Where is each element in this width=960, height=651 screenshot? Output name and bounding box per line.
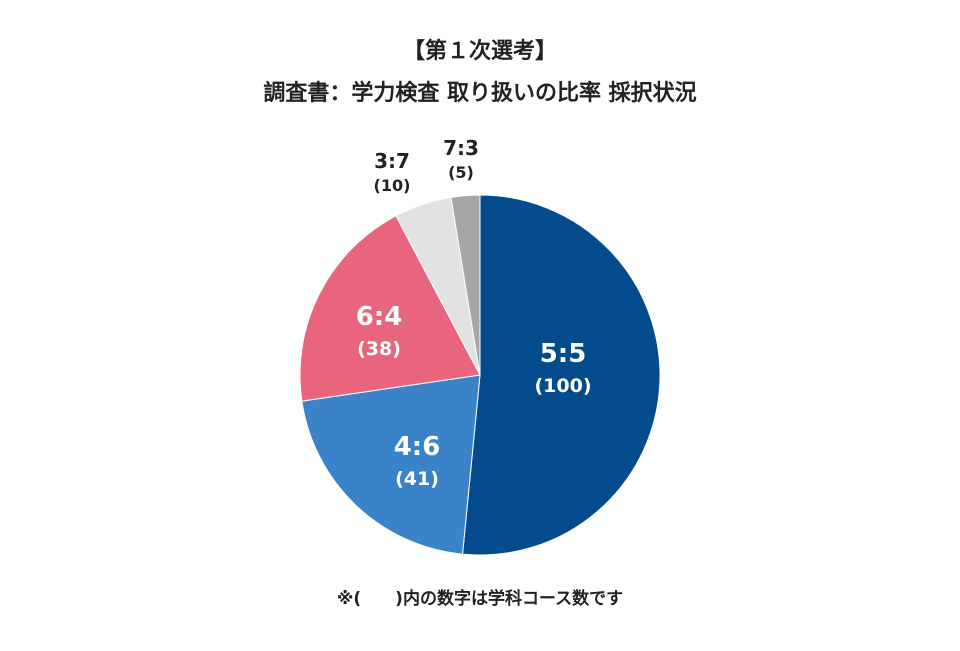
footnote: ※( )内の数字は学科コース数です xyxy=(337,588,623,609)
slice-label-1: 5:5 xyxy=(540,339,587,369)
slice-count-3: (38) xyxy=(357,338,401,360)
chart-title: 【第１次選考】 xyxy=(403,38,557,64)
chart-subtitle: 調査書：学力検査 取り扱いの比率 採択状況 xyxy=(263,80,696,106)
slice-label-5: 7:3 xyxy=(443,136,479,160)
pie-slices xyxy=(299,194,661,556)
pie-slice-5 xyxy=(450,194,481,376)
pie-slice-1 xyxy=(461,194,661,556)
slice-count-4: (10) xyxy=(374,176,411,195)
slice-count-1: (100) xyxy=(534,375,591,397)
slice-label-4: 3:7 xyxy=(374,149,410,173)
slice-label-3: 6:4 xyxy=(356,302,403,332)
pie-slice-2 xyxy=(301,374,481,555)
slice-count-5: (5) xyxy=(448,163,474,182)
slice-count-2: (41) xyxy=(395,468,439,490)
pie-labels: 5:5 (100) 4:6 (41) 6:4 (38) 3:7 (10) 7:3 (5) xyxy=(356,136,592,490)
pie-slice-3 xyxy=(299,215,481,402)
slice-label-2: 4:6 xyxy=(394,432,441,462)
